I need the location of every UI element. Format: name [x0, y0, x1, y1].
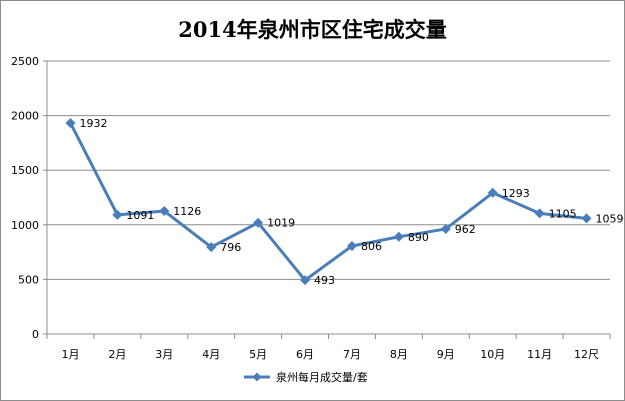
data-point-1: [65, 118, 76, 129]
data-label-6: 493: [314, 274, 335, 287]
data-label-8: 890: [408, 231, 429, 244]
x-tick-label-8: 8月: [390, 348, 408, 361]
data-point-4: [206, 242, 217, 253]
data-label-3: 1126: [173, 205, 201, 218]
legend-label-0: 泉州每月成交量/套: [276, 370, 368, 384]
data-point-10: [487, 187, 498, 198]
x-tick-label-2: 2月: [108, 348, 126, 361]
x-tick-label-3: 3月: [155, 348, 173, 361]
data-label-2: 1091: [126, 209, 154, 222]
data-point-7: [346, 240, 357, 251]
data-label-12: 1059: [596, 212, 624, 225]
x-tick-label-9: 9月: [437, 348, 455, 361]
data-point-11: [534, 208, 545, 219]
data-label-11: 1105: [549, 207, 577, 220]
legend-marker-0: [252, 372, 262, 382]
data-point-6: [300, 275, 311, 286]
data-point-12: [581, 213, 592, 224]
data-label-9: 962: [455, 223, 476, 236]
x-tick-label-10: 10月: [480, 348, 505, 361]
data-point-8: [393, 231, 404, 242]
x-tick-label-1: 1月: [61, 348, 79, 361]
x-tick-label-11: 11月: [527, 348, 552, 361]
y-tick-label-500: 500: [18, 273, 39, 286]
chart-title: 2014年泉州市区住宅成交量: [178, 17, 447, 42]
y-tick-label-1000: 1000: [11, 219, 39, 232]
data-label-5: 1019: [267, 217, 295, 230]
data-label-10: 1293: [502, 187, 530, 200]
x-tick-label-4: 4月: [202, 348, 220, 361]
data-label-7: 806: [361, 240, 382, 253]
y-tick-label-0: 0: [32, 328, 39, 341]
data-point-5: [253, 217, 264, 228]
data-point-3: [159, 206, 170, 217]
y-tick-label-2500: 2500: [11, 55, 39, 68]
series-line-0: [69, 122, 587, 282]
y-tick-label-2000: 2000: [11, 110, 39, 123]
data-label-4: 796: [220, 241, 241, 254]
data-label-1: 1932: [79, 117, 107, 130]
x-tick-label-12: 12尺: [574, 348, 599, 361]
data-point-2: [112, 209, 123, 220]
data-point-9: [440, 223, 451, 234]
x-tick-label-5: 5月: [249, 348, 267, 361]
y-tick-label-1500: 1500: [11, 164, 39, 177]
x-tick-label-6: 6月: [296, 348, 314, 361]
x-tick-label-7: 7月: [343, 348, 361, 361]
